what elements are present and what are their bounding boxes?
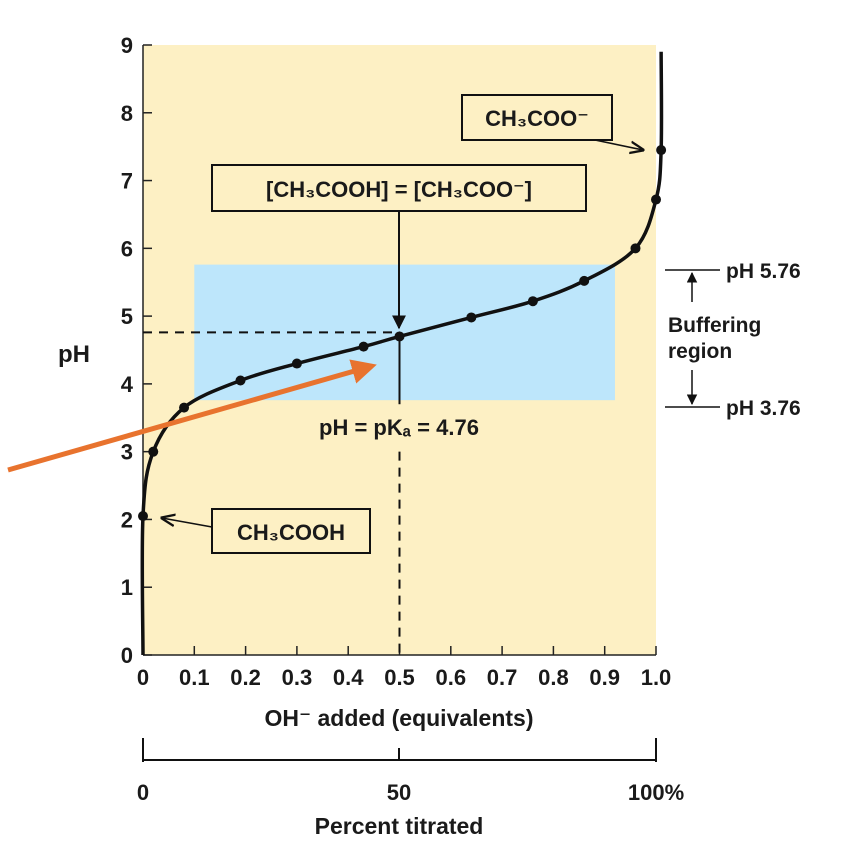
data-point: [394, 331, 405, 342]
acetate-pointer: [594, 139, 643, 150]
pka-label: pH = pKₐ = 4.76: [319, 415, 479, 440]
y-tick-label: 3: [121, 440, 133, 465]
data-point: [651, 194, 661, 205]
x-tick-label: 0.4: [333, 665, 364, 690]
y-tick-label: 0: [121, 643, 133, 668]
equality-label-box: [211, 164, 587, 212]
data-point: [656, 145, 667, 156]
y-tick-label: 8: [121, 101, 133, 126]
acid-pointer: [162, 518, 213, 528]
x-tick-label: 0.8: [538, 665, 569, 690]
acid-label-box: [211, 508, 371, 554]
data-point: [235, 375, 246, 386]
x-axis-title: OH⁻ added (equivalents): [264, 705, 533, 731]
y-tick-label: 5: [121, 304, 133, 329]
x-tick-label: 0.7: [487, 665, 518, 690]
buffering-region: [194, 264, 615, 401]
y-tick-label: 7: [121, 169, 133, 194]
data-point: [148, 446, 159, 457]
data-point: [527, 296, 538, 307]
x-tick-label: 0.9: [589, 665, 620, 690]
lower-bound-label: pH 3.76: [726, 397, 801, 420]
data-point: [466, 312, 477, 323]
percent-tick-100: 100%: [628, 780, 684, 805]
x-tick-label: 0.3: [282, 665, 313, 690]
buffering-label-line2: region: [668, 340, 732, 363]
x-tick-label: 1.0: [641, 665, 672, 690]
equality-label: [CH₃COOH] = [CH₃COO⁻]: [266, 177, 532, 202]
x-tick-label: 0.1: [179, 665, 210, 690]
y-tick-label: 9: [121, 33, 133, 58]
y-tick-label: 4: [121, 372, 134, 397]
data-point: [579, 275, 590, 286]
data-point: [291, 358, 302, 369]
percent-axis-title: Percent titrated: [315, 813, 484, 839]
x-tick-label: 0.6: [436, 665, 467, 690]
data-point: [358, 341, 369, 352]
buffering-label-line1: Buffering: [668, 314, 761, 337]
acetate-label-box: [461, 94, 613, 141]
acetate-label: CH₃COO⁻: [485, 106, 589, 131]
percent-tick-50: 50: [387, 780, 411, 805]
percent-tick-0: 0: [137, 780, 149, 805]
data-point: [630, 243, 641, 254]
acid-label: CH₃COOH: [237, 520, 345, 545]
x-tick-label: 0.2: [230, 665, 261, 690]
y-tick-label: 1: [121, 575, 133, 600]
data-point: [179, 402, 190, 413]
data-point: [138, 511, 148, 522]
x-tick-label: 0.5: [384, 665, 415, 690]
y-tick-label: 6: [121, 236, 133, 261]
x-tick-label: 0: [137, 665, 149, 690]
y-axis-title: pH: [58, 341, 90, 368]
y-tick-label: 2: [121, 507, 133, 532]
highlight-arrow: [7, 359, 377, 473]
upper-bound-label: pH 5.76: [726, 260, 801, 283]
